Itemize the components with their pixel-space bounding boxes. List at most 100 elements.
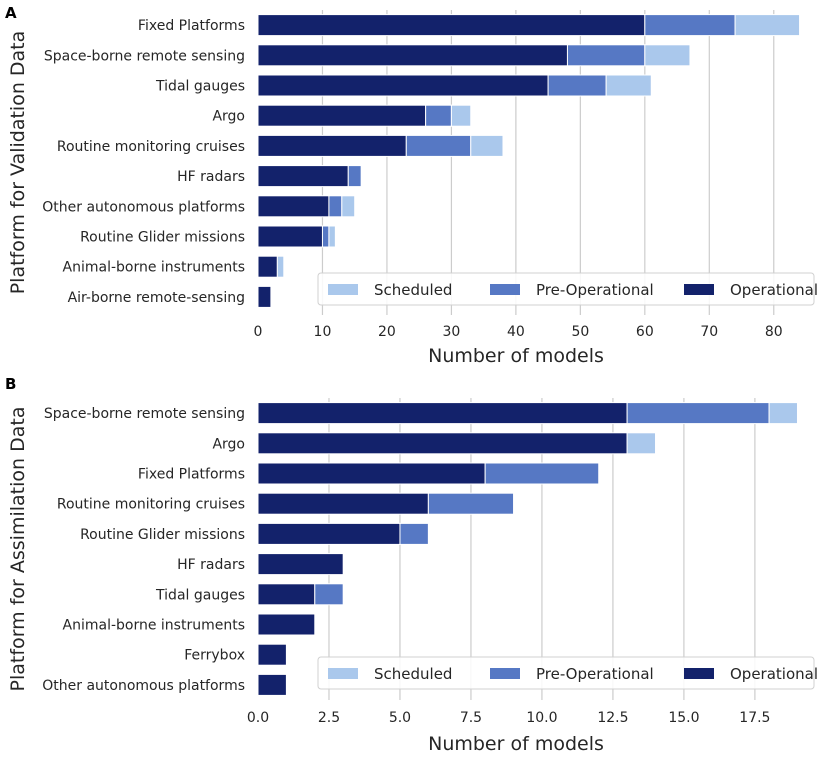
- bar-scheduled-animal-borne-instruments: [276, 255, 285, 278]
- legend-label-scheduled: Scheduled: [374, 665, 452, 683]
- bar-scheduled-other-autonomous-platforms: [341, 195, 356, 218]
- x-tick-label: 5.0: [389, 710, 411, 726]
- legend-swatch-operational: [684, 284, 714, 295]
- legend-box: [317, 656, 815, 690]
- legend: Scheduled Pre-Operational Operational: [317, 272, 818, 306]
- bar-pre-operational-space-borne-remote-sensing: [626, 402, 770, 425]
- bar-operational-routine-glider-missions: [257, 522, 401, 545]
- bar-pre-operational-other-autonomous-platforms: [328, 195, 343, 218]
- x-tick-label: 17.5: [739, 710, 770, 726]
- x-tick-label: 60: [636, 324, 654, 340]
- bar-operational-animal-borne-instruments: [257, 255, 278, 278]
- x-tick-label: 40: [507, 324, 525, 340]
- bar-operational-routine-glider-missions: [257, 225, 323, 248]
- y-axis-label: Platform for Assimilation Data: [7, 407, 29, 692]
- bar-operational-animal-borne-instruments: [257, 613, 316, 636]
- x-tick-label: 2.5: [318, 710, 340, 726]
- bar-scheduled-routine-glider-missions: [328, 225, 336, 248]
- legend-label-scheduled: Scheduled: [374, 281, 452, 299]
- legend-label-pre-operational: Pre-Operational: [536, 281, 654, 299]
- category-label: Tidal gauges: [155, 587, 245, 603]
- bar-pre-operational-hf-radars: [347, 165, 362, 188]
- bar-operational-space-borne-remote-sensing: [257, 402, 628, 425]
- x-axis-label: Number of models: [428, 733, 604, 755]
- category-label: Space-borne remote sensing: [44, 406, 245, 422]
- bar-pre-operational-space-borne-remote-sensing: [566, 44, 646, 67]
- x-tick-label: 12.5: [597, 710, 628, 726]
- legend-swatch-pre-operational: [490, 284, 520, 295]
- bar-operational-fixed-platforms: [257, 462, 486, 485]
- bar-operational-argo: [257, 432, 628, 455]
- bar-operational-argo: [257, 104, 427, 127]
- legend-label-pre-operational: Pre-Operational: [536, 665, 654, 683]
- category-label: Tidal gauges: [155, 79, 245, 95]
- x-tick-label: 20: [378, 324, 396, 340]
- category-label: Routine monitoring cruises: [57, 139, 245, 155]
- bar-operational-hf-radars: [257, 553, 344, 576]
- x-tick-label: 10.0: [526, 710, 557, 726]
- x-tick-label: 0.0: [247, 710, 269, 726]
- category-label: Routine monitoring cruises: [57, 497, 245, 513]
- bar-pre-operational-argo: [425, 104, 452, 127]
- bar-operational-tidal-gauges: [257, 74, 549, 97]
- x-tick-label: 30: [442, 324, 460, 340]
- category-label: Air-borne remote-sensing: [68, 290, 245, 306]
- legend-swatch-operational: [684, 668, 714, 679]
- category-label: Animal-borne instruments: [63, 618, 245, 634]
- bar-operational-fixed-platforms: [257, 14, 646, 37]
- x-tick-label: 7.5: [460, 710, 482, 726]
- bar-operational-other-autonomous-platforms: [257, 673, 287, 696]
- bar-pre-operational-fixed-platforms: [644, 14, 736, 37]
- category-label: Other autonomous platforms: [42, 199, 245, 215]
- category-label: Fixed Platforms: [138, 467, 245, 483]
- bar-pre-operational-routine-glider-missions: [321, 225, 330, 248]
- legend-label-operational: Operational: [730, 281, 818, 299]
- x-tick-label: 15.0: [668, 710, 699, 726]
- bar-scheduled-fixed-platforms: [734, 14, 801, 37]
- bar-pre-operational-tidal-gauges: [314, 583, 344, 606]
- panel-a: 0 10 20 30 40 50 60 70 80 Fixed Platforms Space-bo…: [5, 4, 818, 367]
- bar-scheduled-argo: [626, 432, 657, 455]
- legend-swatch-pre-operational: [490, 668, 520, 679]
- x-axis-label: Number of models: [428, 345, 604, 367]
- category-label: HF radars: [177, 557, 245, 573]
- legend: Scheduled Pre-Operational Operational: [317, 656, 818, 690]
- bar-operational-routine-monitoring-cruises: [257, 492, 429, 515]
- category-label: Other autonomous platforms: [42, 678, 245, 694]
- x-tick-label: 0: [254, 324, 263, 340]
- bar-pre-operational-routine-monitoring-cruises: [405, 134, 472, 157]
- legend-swatch-scheduled: [328, 668, 358, 679]
- bar-operational-hf-radars: [257, 165, 349, 188]
- category-label: Fixed Platforms: [138, 18, 245, 34]
- bar-pre-operational-tidal-gauges: [547, 74, 607, 97]
- panel-b: 0.0 2.5 5.0 7.5 10.0 12.5 15.0 17.5 Space-borne …: [5, 375, 818, 755]
- category-label: Space-borne remote sensing: [44, 48, 245, 64]
- bar-scheduled-routine-monitoring-cruises: [470, 134, 504, 157]
- bar-pre-operational-routine-monitoring-cruises: [427, 492, 515, 515]
- bar-scheduled-argo: [450, 104, 472, 127]
- bar-scheduled-space-borne-remote-sensing: [644, 44, 691, 67]
- category-label: HF radars: [177, 169, 245, 185]
- bar-scheduled-space-borne-remote-sensing: [768, 402, 798, 425]
- bar-scheduled-tidal-gauges: [605, 74, 652, 97]
- legend-box: [317, 272, 815, 306]
- bar-pre-operational-fixed-platforms: [484, 462, 600, 485]
- panel-label: B: [5, 375, 16, 393]
- x-tick-label: 10: [314, 324, 332, 340]
- bar-operational-space-borne-remote-sensing: [257, 44, 568, 67]
- bar-operational-routine-monitoring-cruises: [257, 134, 407, 157]
- category-label: Routine Glider missions: [80, 527, 245, 543]
- x-tick-label: 50: [571, 324, 589, 340]
- category-label: Animal-borne instruments: [63, 260, 245, 276]
- legend-swatch-scheduled: [328, 284, 358, 295]
- category-label: Argo: [212, 109, 245, 125]
- category-label: Routine Glider missions: [80, 230, 245, 246]
- y-axis-label: Platform for Validation Data: [7, 31, 29, 295]
- category-label: Argo: [212, 436, 245, 452]
- bar-operational-ferrybox: [257, 643, 287, 666]
- bar-operational-air-borne-remote-sensing: [257, 285, 272, 308]
- bar-operational-other-autonomous-platforms: [257, 195, 330, 218]
- x-tick-label: 70: [700, 324, 718, 340]
- category-label: Ferrybox: [184, 648, 245, 664]
